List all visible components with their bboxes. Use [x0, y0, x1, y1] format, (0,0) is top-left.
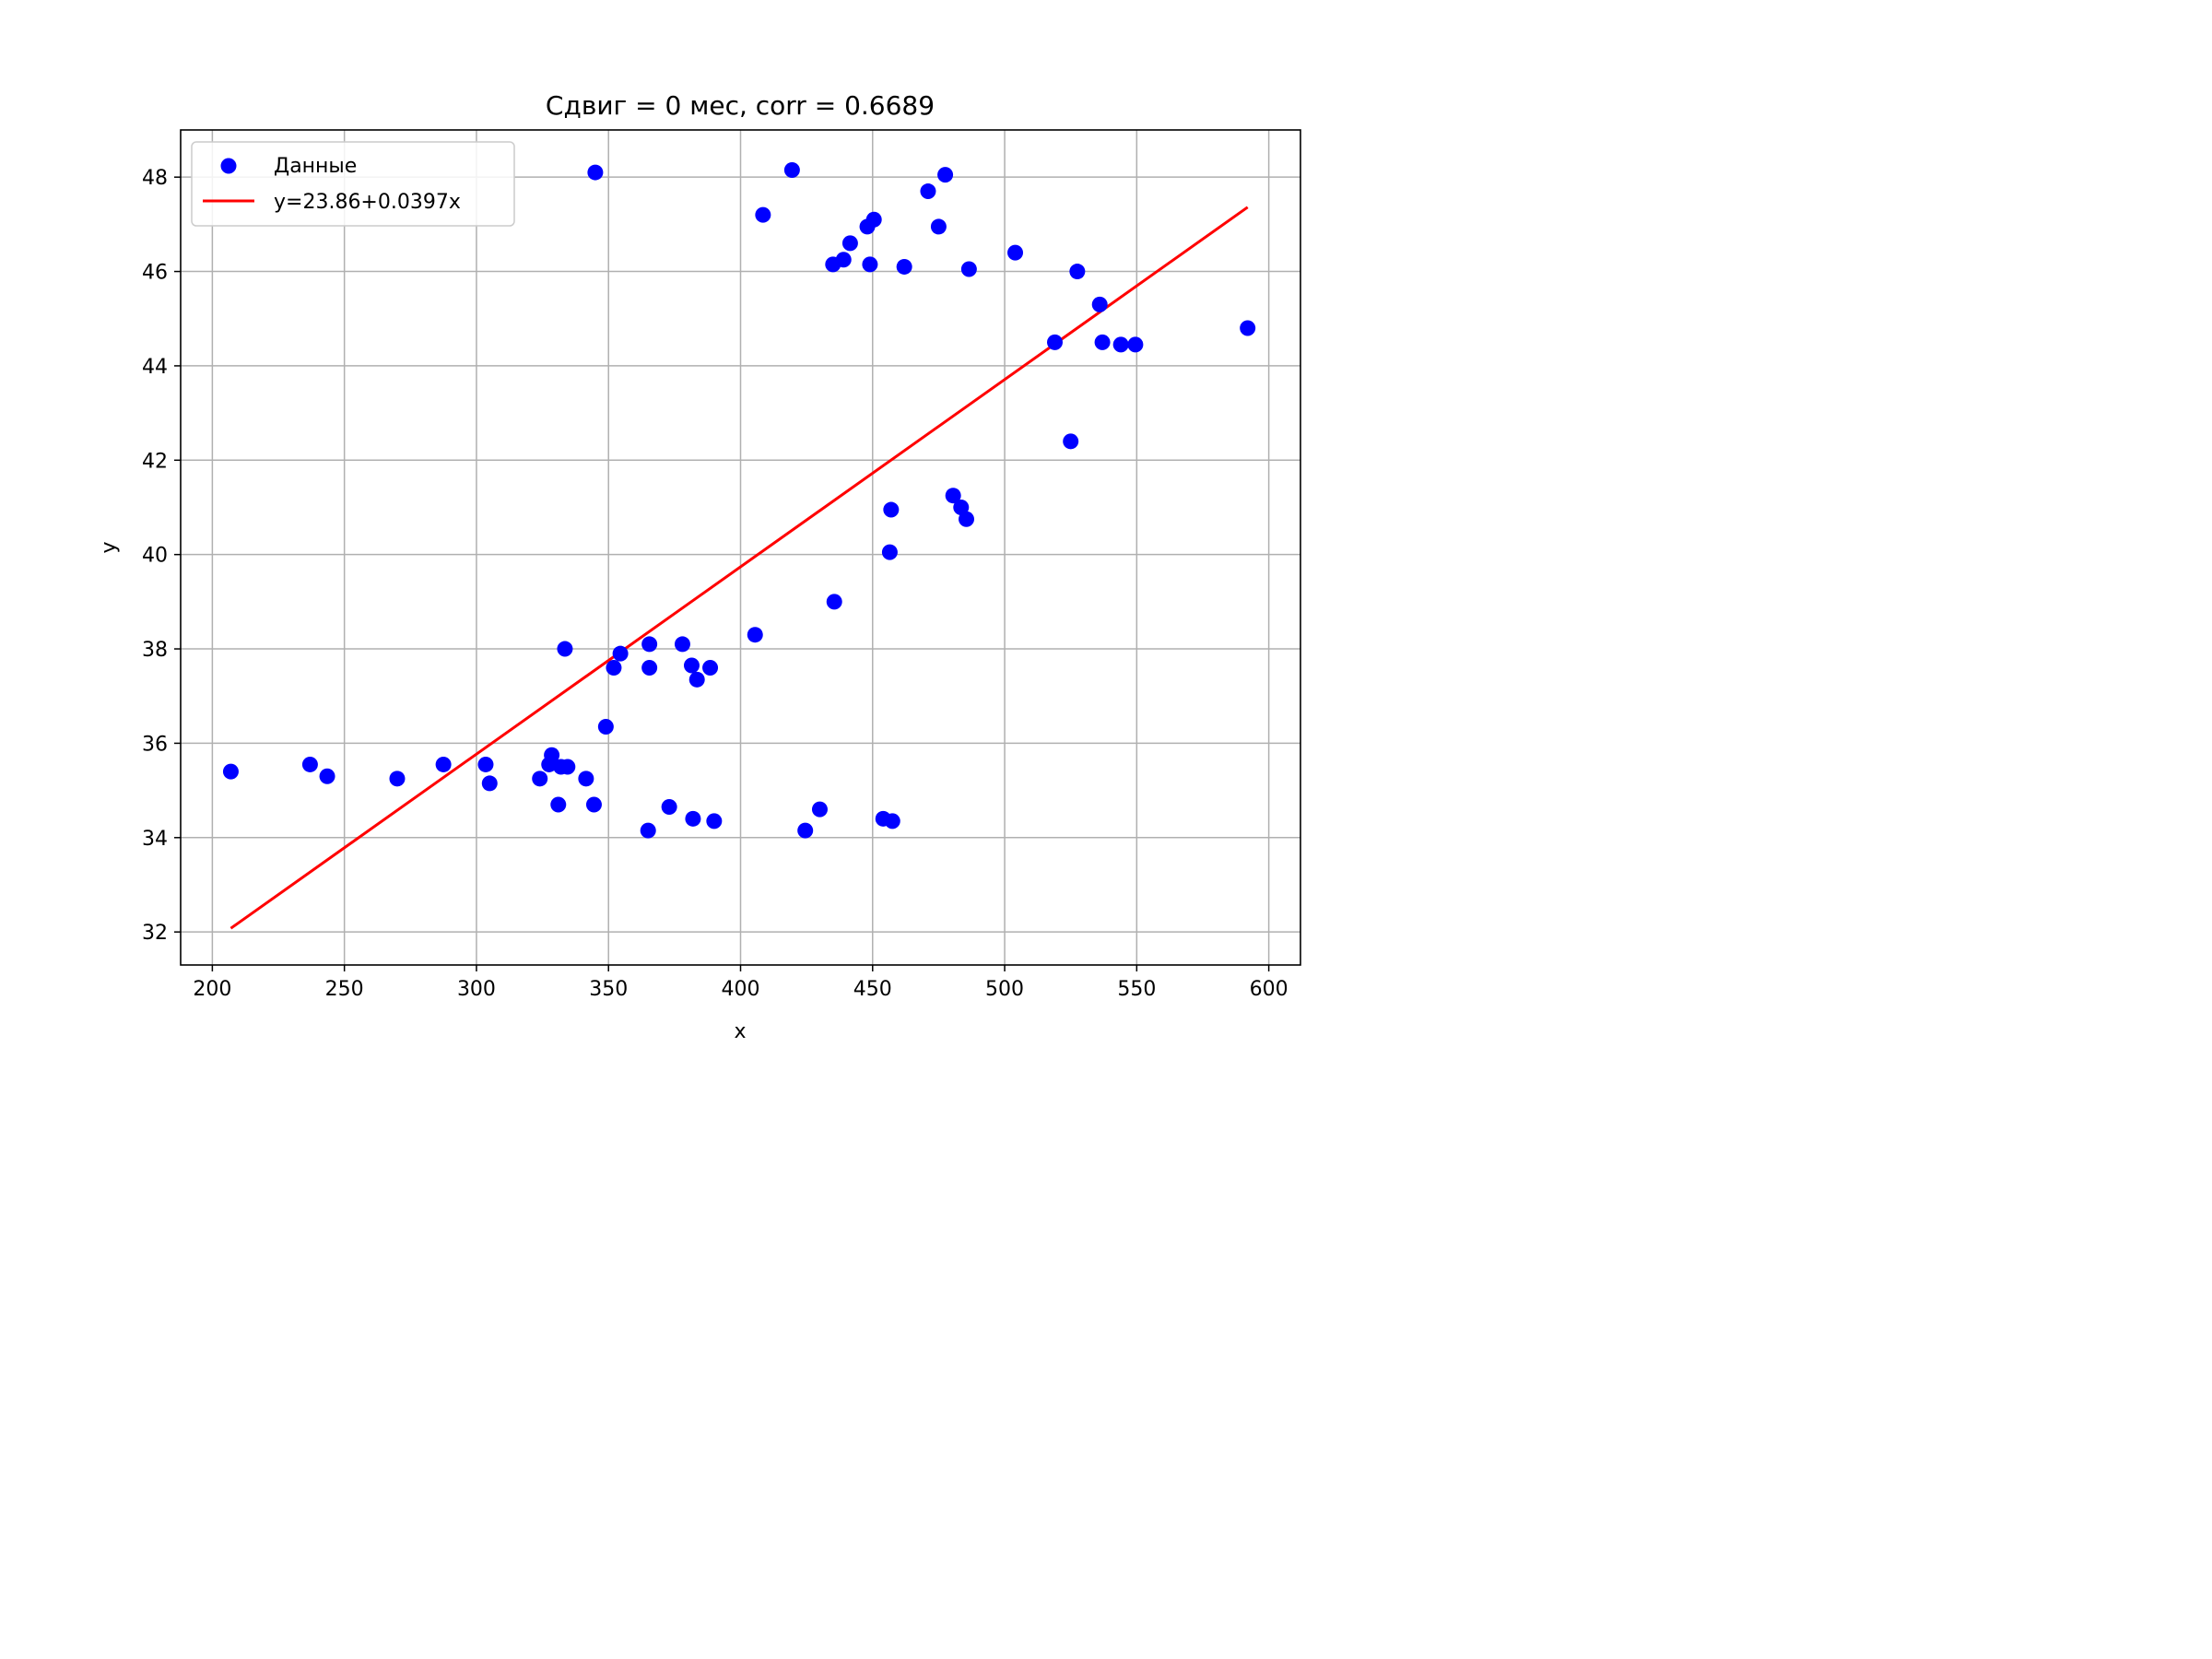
- data-point: [640, 822, 656, 839]
- data-point: [706, 813, 723, 830]
- data-point: [881, 544, 898, 560]
- data-point: [896, 258, 912, 275]
- data-point: [1240, 320, 1256, 336]
- data-point: [884, 813, 900, 830]
- data-point: [755, 206, 771, 223]
- data-point: [578, 771, 594, 787]
- y-tick-label: 32: [142, 922, 168, 945]
- y-tick-label: 36: [142, 733, 168, 756]
- data-point: [550, 796, 567, 813]
- grid: [181, 130, 1300, 965]
- data-points: [222, 162, 1256, 839]
- legend: Данные y=23.86+0.0397x: [191, 141, 515, 227]
- data-point: [481, 775, 498, 792]
- data-point: [683, 657, 700, 674]
- data-point: [557, 641, 573, 657]
- y-tick-label: 46: [142, 262, 168, 285]
- data-point: [477, 756, 494, 772]
- data-point: [883, 501, 900, 518]
- data-point: [641, 636, 658, 653]
- fit-line: [229, 206, 1249, 930]
- y-axis-ticks: 32 34 36 38 40 42 44 46 48: [142, 167, 181, 945]
- data-point: [1094, 334, 1111, 350]
- data-point: [811, 801, 828, 818]
- x-tick-label: 400: [722, 978, 760, 1001]
- data-point: [1091, 296, 1108, 312]
- x-tick-label: 600: [1250, 978, 1288, 1001]
- data-point: [1047, 334, 1064, 350]
- data-point: [783, 162, 800, 179]
- data-point: [587, 164, 604, 181]
- data-point: [953, 499, 970, 515]
- data-point: [1127, 336, 1144, 353]
- data-point: [612, 645, 629, 662]
- data-point: [641, 660, 658, 677]
- x-tick-label: 200: [193, 978, 231, 1001]
- data-point: [841, 235, 858, 252]
- legend-scatter-marker: [220, 158, 237, 174]
- x-axis-ticks: 200 250 300 350 400 450 500 550 600: [193, 965, 1288, 1001]
- y-tick-label: 44: [142, 356, 168, 379]
- data-point: [1063, 433, 1079, 450]
- data-point: [674, 636, 690, 653]
- data-point: [959, 511, 975, 527]
- data-point: [661, 799, 677, 816]
- data-point: [747, 627, 763, 643]
- data-point: [865, 211, 882, 228]
- x-tick-label: 350: [589, 978, 628, 1001]
- x-axis-label: x: [734, 1020, 746, 1043]
- data-point: [301, 756, 318, 772]
- data-point: [532, 771, 548, 787]
- data-point: [930, 218, 947, 235]
- data-point: [606, 660, 622, 677]
- data-point: [835, 252, 852, 268]
- data-point: [960, 261, 977, 277]
- chart-title: Сдвиг = 0 мес, corr = 0.6689: [546, 90, 935, 121]
- x-tick-label: 500: [985, 978, 1024, 1001]
- data-point: [920, 183, 936, 200]
- data-point: [1112, 336, 1129, 353]
- data-point: [1007, 244, 1024, 261]
- y-tick-label: 38: [142, 639, 168, 662]
- x-tick-label: 300: [457, 978, 496, 1001]
- scatter-chart: Сдвиг = 0 мес, corr = 0.6689 200 250 300 35…: [0, 0, 1425, 1069]
- data-point: [862, 256, 878, 273]
- x-tick-label: 450: [853, 978, 892, 1001]
- y-tick-label: 34: [142, 828, 168, 851]
- data-point: [559, 759, 576, 775]
- y-axis-label: y: [98, 541, 121, 553]
- data-point: [544, 747, 560, 763]
- fit-line-layer: [229, 206, 1249, 930]
- data-point: [1069, 264, 1086, 280]
- data-point: [937, 167, 954, 183]
- data-point: [319, 768, 335, 784]
- x-tick-label: 550: [1117, 978, 1156, 1001]
- data-point: [597, 719, 614, 735]
- data-point: [685, 810, 701, 827]
- data-point: [688, 671, 705, 688]
- data-point: [797, 822, 814, 839]
- data-point: [389, 771, 406, 787]
- data-point: [702, 660, 719, 677]
- data-point: [435, 756, 452, 772]
- y-tick-label: 40: [142, 545, 168, 568]
- y-tick-label: 48: [142, 167, 168, 190]
- x-tick-label: 250: [325, 978, 364, 1001]
- data-point: [585, 796, 602, 813]
- legend-label-data: Данные: [274, 155, 357, 178]
- data-point: [945, 488, 961, 504]
- legend-box: [191, 141, 515, 227]
- legend-label-fit: y=23.86+0.0397x: [274, 191, 461, 214]
- data-point: [222, 763, 239, 780]
- y-tick-label: 42: [142, 450, 168, 473]
- data-point: [826, 594, 842, 610]
